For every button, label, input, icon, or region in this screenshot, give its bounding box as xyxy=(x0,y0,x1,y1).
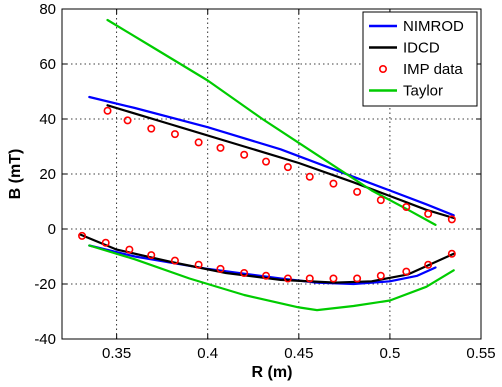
legend-label-idcd: IDCD xyxy=(403,40,440,57)
data-point-imp-data xyxy=(216,264,225,273)
data-point-imp-data xyxy=(216,143,225,152)
axes: 0.35 0.4 0.45 0.5 0.55 -40 -20 0 20 40 60 80 xyxy=(34,1,495,362)
data-point-imp-data xyxy=(305,172,314,181)
y-tick-label: 20 xyxy=(39,166,56,183)
y-tick-label: 80 xyxy=(39,1,56,18)
legend-swatch-imp-data xyxy=(378,65,387,74)
data-point-imp-data xyxy=(147,124,156,133)
data-point-imp-data xyxy=(424,260,433,269)
series-line-taylor-1 xyxy=(106,18,437,226)
data-point-imp-data xyxy=(240,268,249,277)
y-tick-label: -40 xyxy=(34,331,56,348)
x-tick-label: 0.45 xyxy=(284,345,313,362)
data-point-imp-data xyxy=(376,271,385,280)
data-point-imp-data xyxy=(376,196,385,205)
data-point-imp-data xyxy=(447,215,456,224)
data-point-imp-data xyxy=(353,274,362,283)
series-layer xyxy=(78,18,456,312)
y-tick-label: 40 xyxy=(39,111,56,128)
data-point-imp-data xyxy=(447,249,456,258)
y-tick-label: 60 xyxy=(39,56,56,73)
data-point-imp-data xyxy=(283,274,292,283)
data-point-imp-data xyxy=(262,157,271,166)
data-point-imp-data xyxy=(353,187,362,196)
y-axis-label: B (mT) xyxy=(7,149,24,200)
data-point-imp-data xyxy=(123,116,132,125)
data-point-imp-data xyxy=(402,203,411,212)
x-tick-label: 0.35 xyxy=(102,345,131,362)
data-point-imp-data xyxy=(194,138,203,147)
data-point-imp-data xyxy=(283,163,292,172)
x-axis-label: R (m) xyxy=(252,364,293,381)
x-tick-label: 0.5 xyxy=(379,345,400,362)
legend-label-nimrod: NIMROD xyxy=(403,18,464,35)
legend: NIMROD IDCD IMP data Taylor xyxy=(362,11,478,107)
x-tick-label: 0.4 xyxy=(197,345,218,362)
y-tick-label: 0 xyxy=(48,221,56,238)
data-point-imp-data xyxy=(329,179,338,188)
data-point-imp-data xyxy=(147,251,156,260)
data-point-imp-data xyxy=(262,271,271,280)
data-point-imp-data xyxy=(305,274,314,283)
series-line-idcd-2 xyxy=(79,233,455,284)
series-line-taylor-2 xyxy=(88,244,455,312)
y-tick-label: -20 xyxy=(34,276,56,293)
data-point-imp-data xyxy=(78,231,87,240)
data-point-imp-data xyxy=(170,130,179,139)
data-point-imp-data xyxy=(240,150,249,159)
data-point-imp-data xyxy=(194,260,203,269)
legend-label-imp-data: IMP data xyxy=(403,61,463,78)
data-point-imp-data xyxy=(125,245,134,254)
data-point-imp-data xyxy=(170,256,179,265)
legend-label-taylor: Taylor xyxy=(403,83,443,100)
x-tick-label: 0.55 xyxy=(466,345,495,362)
data-point-imp-data xyxy=(101,238,110,247)
data-point-imp-data xyxy=(329,274,338,283)
series-line-idcd-1 xyxy=(106,104,455,220)
data-point-imp-data xyxy=(103,106,112,115)
series-line-nimrod-1 xyxy=(88,95,455,217)
data-point-imp-data xyxy=(402,267,411,276)
data-point-imp-data xyxy=(424,209,433,218)
